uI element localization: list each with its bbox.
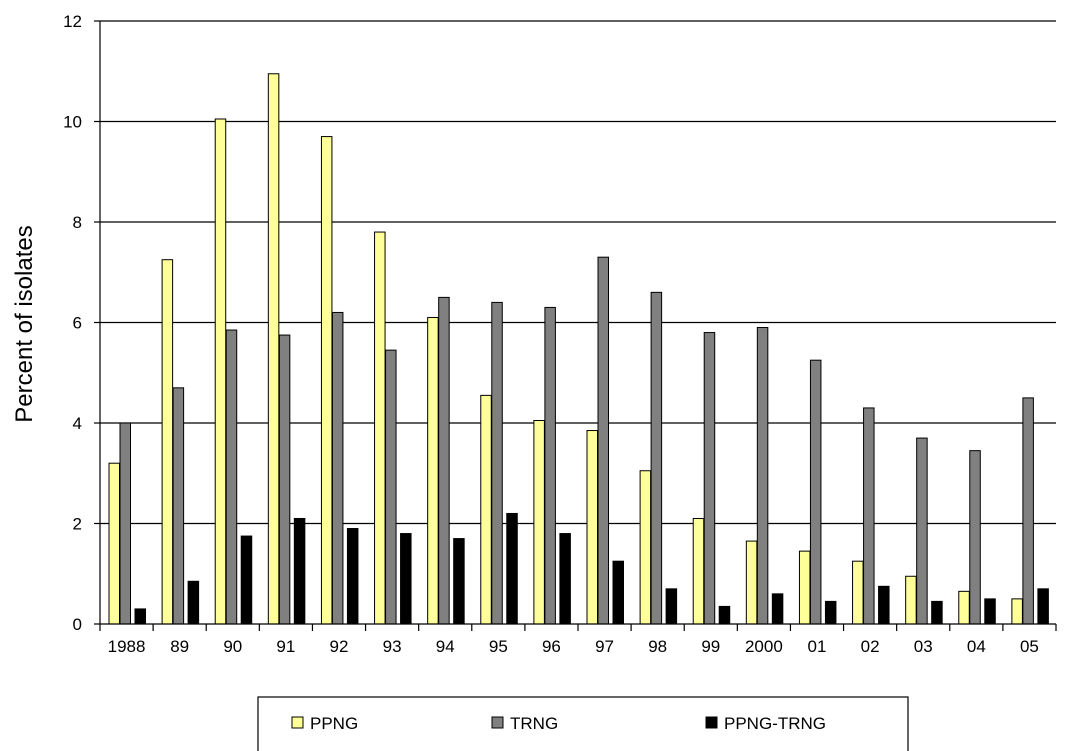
axes [94, 20, 1057, 631]
bar-trng-94 [438, 296, 450, 625]
legend-box [257, 696, 909, 751]
x-tick-label: 04 [967, 637, 986, 656]
bar-ppng-89 [161, 259, 174, 625]
x-tick-label: 89 [170, 637, 189, 656]
bar-ppng-trng-98 [665, 588, 678, 625]
bar-ppng-trng-2000 [771, 593, 784, 625]
x-tick-label: 02 [861, 637, 880, 656]
y-tick-label: 12 [63, 12, 82, 31]
x-tick-labels: 1988 89 90 91 92 93 94 95 96 97 98 99 2000 01 02 03 04 05 [108, 637, 1039, 656]
bar-ppng-2000 [745, 540, 758, 625]
bar-ppng-trng-91 [293, 517, 306, 625]
bar-ppng-04 [958, 590, 970, 625]
bar-ppng-trng-93 [400, 533, 412, 625]
bar-trng-97 [597, 256, 609, 625]
gridlines [100, 20, 1056, 525]
bar-ppng-trng-03 [931, 600, 943, 625]
legend-swatch-trng [491, 716, 504, 729]
bar-ppng-trng-90 [240, 535, 253, 625]
bar-trng-89 [172, 387, 185, 625]
x-tick-label: 95 [489, 637, 508, 656]
bar-ppng-trng-95 [506, 512, 518, 625]
bar-trng-1988 [119, 422, 131, 625]
bar-ppng-90 [214, 118, 227, 625]
bar-ppng-trng-96 [559, 533, 571, 625]
legend-swatch-ppng-trng [705, 716, 718, 729]
bar-trng-04 [969, 450, 981, 625]
x-tick-label: 90 [223, 637, 242, 656]
legend-label-ppng-trng: PPNG-TRNG [724, 714, 826, 733]
x-tick-label: 93 [383, 637, 402, 656]
bars [108, 73, 1049, 625]
bar-ppng-99 [692, 517, 705, 625]
y-tick-label: 10 [63, 113, 82, 132]
bar-ppng-94 [427, 316, 439, 625]
y-tick-label: 8 [73, 213, 82, 232]
y-axis-label: Percent of isolates [11, 225, 38, 422]
bar-ppng-96 [533, 419, 545, 625]
bar-trng-05 [1022, 397, 1034, 625]
x-tick-label: 92 [330, 637, 349, 656]
bar-ppng-trng-1988 [134, 608, 146, 625]
bar-ppng-trng-89 [187, 580, 200, 625]
bar-trng-98 [650, 291, 663, 625]
bar-ppng-1988 [108, 462, 120, 625]
legend-swatch-ppng [291, 716, 304, 729]
legend-label-trng: TRNG [510, 714, 558, 733]
y-tick-label: 4 [73, 414, 82, 433]
bar-ppng-trng-99 [718, 605, 731, 625]
bar-ppng-93 [374, 231, 386, 625]
x-tick-label: 99 [701, 637, 720, 656]
bar-ppng-01 [798, 550, 811, 625]
x-tick-label: 03 [914, 637, 933, 656]
bar-ppng-trng-97 [612, 560, 624, 625]
bar-ppng-92 [320, 136, 333, 625]
x-tick-label: 96 [542, 637, 561, 656]
x-tick-label: 91 [276, 637, 295, 656]
x-tick-label: 2000 [745, 637, 783, 656]
x-tick-label: 1988 [108, 637, 146, 656]
x-tick-label: 01 [808, 637, 827, 656]
bar-trng-99 [703, 332, 716, 625]
bar-ppng-trng-05 [1037, 588, 1049, 625]
bar-ppng-97 [586, 430, 598, 625]
y-tick-labels: 0 2 4 6 8 10 12 [63, 12, 82, 634]
bar-trng-93 [385, 349, 397, 625]
bar-ppng-trng-01 [824, 600, 837, 625]
legend-label-ppng: PPNG [310, 714, 358, 733]
bar-ppng-98 [639, 470, 652, 625]
bar-ppng-trng-04 [984, 598, 996, 625]
bar-ppng-03 [905, 575, 917, 625]
bar-trng-03 [916, 437, 928, 625]
bar-ppng-02 [852, 560, 864, 625]
legend: PPNG TRNG PPNG-TRNG [257, 696, 909, 751]
bar-ppng-05 [1011, 598, 1023, 625]
y-tick-label: 6 [73, 314, 82, 333]
bar-trng-92 [331, 311, 344, 625]
bar-ppng-95 [480, 394, 492, 625]
y-tick-label: 2 [73, 515, 82, 534]
y-tick-label: 0 [73, 615, 82, 634]
bar-trng-01 [809, 359, 822, 625]
x-tick-label: 94 [436, 637, 455, 656]
bar-ppng-trng-94 [453, 538, 465, 625]
x-tick-label: 98 [648, 637, 667, 656]
bar-trng-90 [225, 329, 238, 625]
bar-trng-02 [863, 407, 875, 625]
bar-trng-95 [491, 301, 503, 625]
bar-ppng-trng-02 [878, 585, 890, 625]
bar-trng-96 [544, 306, 556, 625]
bar-trng-2000 [756, 327, 769, 625]
x-tick-label: 05 [1020, 637, 1039, 656]
bar-trng-91 [278, 334, 291, 625]
x-tick-label: 97 [595, 637, 614, 656]
bar-ppng-91 [267, 73, 280, 625]
bar-ppng-trng-92 [346, 528, 359, 625]
